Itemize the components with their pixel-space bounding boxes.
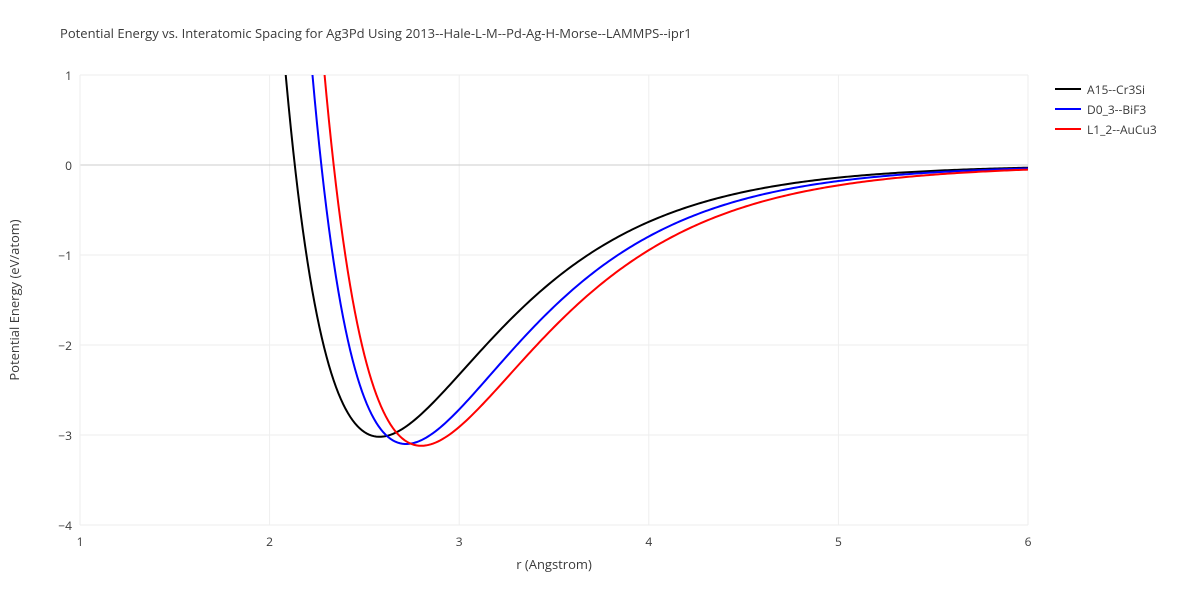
legend-label: A15--Cr3Si	[1087, 81, 1145, 98]
x-tick-label: 3	[449, 533, 469, 550]
plot-svg	[0, 0, 1200, 600]
legend-swatch	[1055, 128, 1081, 130]
y-tick-label: 0	[32, 157, 72, 174]
x-tick-label: 1	[70, 533, 90, 550]
y-tick-label: 1	[32, 67, 72, 84]
x-tick-label: 4	[639, 533, 659, 550]
legend-label: D0_3--BiF3	[1087, 101, 1146, 118]
y-tick-label: −1	[32, 247, 72, 264]
chart-container: { "chart": { "type": "line", "title": "P…	[0, 0, 1200, 600]
x-tick-label: 5	[828, 533, 848, 550]
x-tick-label: 2	[260, 533, 280, 550]
legend-item[interactable]: L1_2--AuCu3	[1055, 120, 1157, 138]
x-tick-label: 6	[1018, 533, 1038, 550]
y-tick-label: −2	[32, 337, 72, 354]
y-tick-label: −3	[32, 427, 72, 444]
legend-swatch	[1055, 108, 1081, 110]
y-tick-label: −4	[32, 517, 72, 534]
legend-swatch	[1055, 88, 1081, 90]
legend-label: L1_2--AuCu3	[1087, 121, 1157, 138]
legend-item[interactable]: D0_3--BiF3	[1055, 100, 1157, 118]
legend-item[interactable]: A15--Cr3Si	[1055, 80, 1157, 98]
legend[interactable]: A15--Cr3Si D0_3--BiF3 L1_2--AuCu3	[1055, 80, 1157, 140]
